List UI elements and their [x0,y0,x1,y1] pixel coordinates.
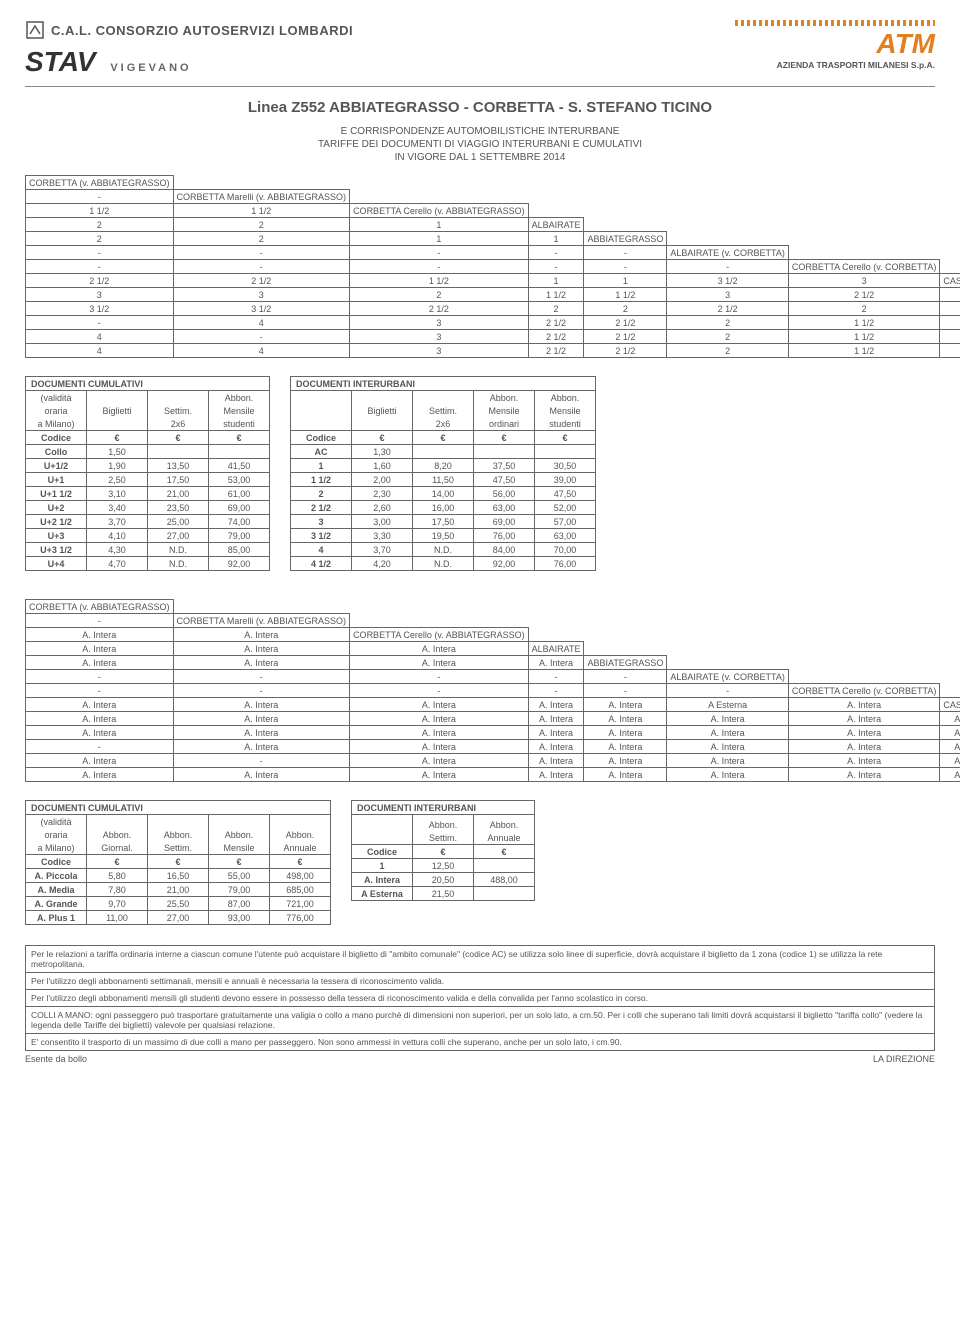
atm-logo: ATM [735,28,935,60]
doc-cumulativi-1: DOCUMENTI CUMULATIVI(validitàAbbon.orari… [25,376,270,571]
page-header: C.A.L. CONSORZIO AUTOSERVIZI LOMBARDI ST… [25,20,935,78]
atm-sub: AZIENDA TRASPORTI MILANESI S.p.A. [735,60,935,70]
doc-interurbani-2: DOCUMENTI INTERURBANIAbbon.Abbon.Settim.… [351,800,535,925]
stav-sub: VIGEVANO [110,62,191,74]
stav-logo: STAV [25,46,96,77]
notes-table: Per le relazioni a tariffa ordinaria int… [25,945,935,1051]
doc-cumulativi-2: DOCUMENTI CUMULATIVI(validitàorariaAbbon… [25,800,331,925]
sub3: IN VIGORE DAL 1 SETTEMBRE 2014 [25,152,935,163]
cal-logo-icon [25,20,45,40]
fare-matrix-1: CORBETTA (v. ABBIATEGRASSO)- BIGLIETTI O… [25,175,935,358]
sub1: E CORRISPONDENZE AUTOMOBILISTICHE INTERU… [25,126,935,137]
foot-left: Esente da bollo [25,1054,87,1064]
fare-matrix-2: CORBETTA (v. ABBIATEGRASSO)- ABBONAMENTI… [25,599,935,782]
doc-interurbani-1: DOCUMENTI INTERURBANIAbbon.Abbon.Bigliet… [290,376,596,571]
page-title: Linea Z552 ABBIATEGRASSO - CORBETTA - S.… [25,99,935,116]
sub2: TARIFFE DEI DOCUMENTI DI VIAGGIO INTERUR… [25,139,935,150]
foot-right: LA DIREZIONE [873,1054,935,1064]
cal-text: C.A.L. CONSORZIO AUTOSERVIZI LOMBARDI [51,23,353,38]
atm-bar-icon [735,20,935,26]
